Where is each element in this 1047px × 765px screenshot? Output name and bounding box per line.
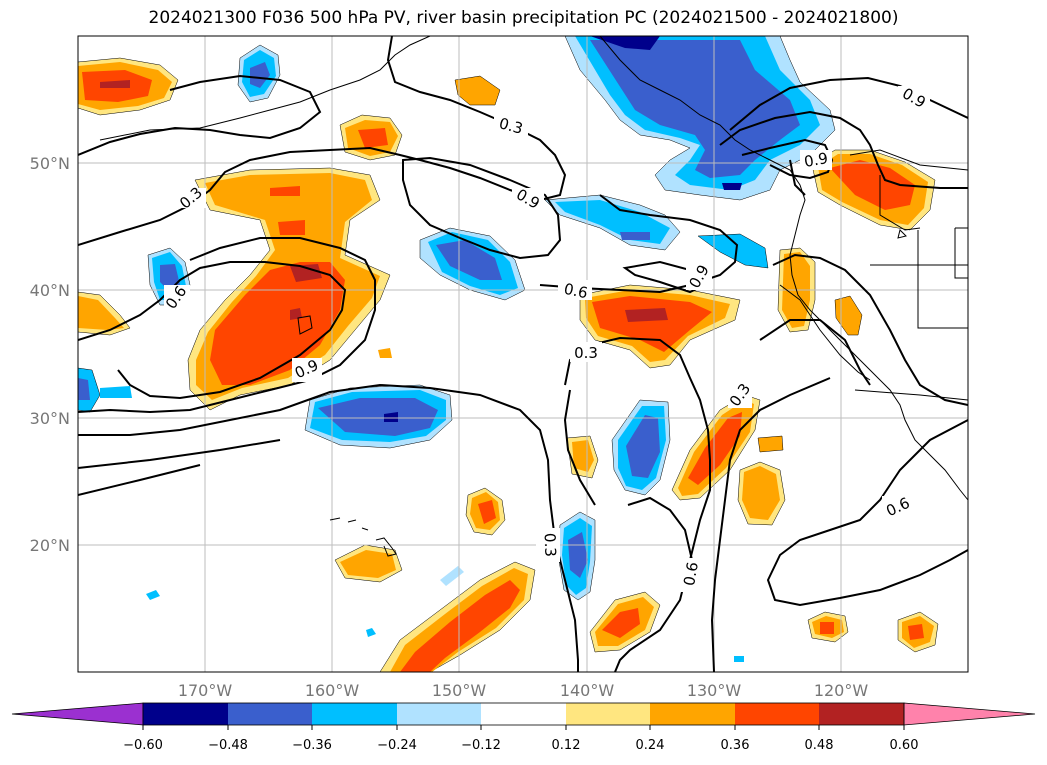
colorbar: −0.60 −0.48 −0.36 −0.24 −0.12 0.12 0.24 … xyxy=(11,702,1036,753)
contour-label: 0.3 xyxy=(574,344,598,362)
colorbar-tick-label: 0.48 xyxy=(805,738,834,753)
colorbar-bin xyxy=(481,703,566,725)
lat-label-20: 20°N xyxy=(30,536,70,555)
colorbar-tick-label: 0.60 xyxy=(890,738,919,753)
lon-label-150w: 150°W xyxy=(432,681,487,700)
colorbar-bin xyxy=(397,703,481,725)
negative-precip-fields xyxy=(78,36,836,662)
colorbar-tick-label: −0.36 xyxy=(292,738,332,753)
pv-contours xyxy=(78,36,968,672)
contour-label: 0.6 xyxy=(680,561,702,588)
colorbar-tick-label: −0.48 xyxy=(208,738,248,753)
longitude-labels: 170°W 160°W 150°W 140°W 130°W 120°W xyxy=(178,681,869,700)
latitude-labels: 20°N 30°N 40°N 50°N xyxy=(30,154,70,555)
contour-label: 0.3 xyxy=(541,533,560,557)
contour-label: 0.9 xyxy=(803,149,830,171)
colorbar-tick-label: −0.24 xyxy=(377,738,417,753)
lon-label-120w: 120°W xyxy=(814,681,869,700)
lat-label-40: 40°N xyxy=(30,281,70,300)
colorbar-tick-label: −0.60 xyxy=(123,738,163,753)
colorbar-tick-label: 0.36 xyxy=(721,738,750,753)
colorbar-bin xyxy=(143,703,228,725)
positive-precip-fields xyxy=(78,57,939,672)
contour-labels: 0.3 0.3 0.3 0.3 0.3 0.6 0.6 0.6 0.9 0.9 … xyxy=(162,84,930,592)
lon-label-140w: 140°W xyxy=(560,681,615,700)
colorbar-bin xyxy=(228,703,312,725)
lon-label-170w: 170°W xyxy=(178,681,233,700)
lon-label-160w: 160°W xyxy=(305,681,360,700)
lat-label-30: 30°N xyxy=(30,409,70,428)
colorbar-extend-high xyxy=(903,702,1036,726)
lon-label-130w: 130°W xyxy=(687,681,742,700)
colorbar-frame xyxy=(142,702,905,726)
colorbar-bin xyxy=(819,703,904,725)
colorbar-bin xyxy=(566,703,650,725)
colorbar-bin xyxy=(650,703,735,725)
colorbar-tick-label: −0.12 xyxy=(461,738,501,753)
colorbar-extend-low xyxy=(11,702,144,726)
colorbar-tick-label: 0.24 xyxy=(636,738,665,753)
colorbar-tick-label: 0.12 xyxy=(552,738,581,753)
colorbar-bin xyxy=(735,703,819,725)
lat-label-50: 50°N xyxy=(30,154,70,173)
map-title: 2024021300 F036 500 hPa PV, river basin … xyxy=(148,8,899,28)
map-area: 0.3 0.3 0.3 0.3 0.3 0.6 0.6 0.6 0.9 0.9 … xyxy=(78,36,968,672)
contour-label: 0.6 xyxy=(562,280,589,303)
colorbar-bin xyxy=(312,703,397,725)
map-frame xyxy=(77,35,969,673)
contour-label: 0.3 xyxy=(497,114,525,138)
